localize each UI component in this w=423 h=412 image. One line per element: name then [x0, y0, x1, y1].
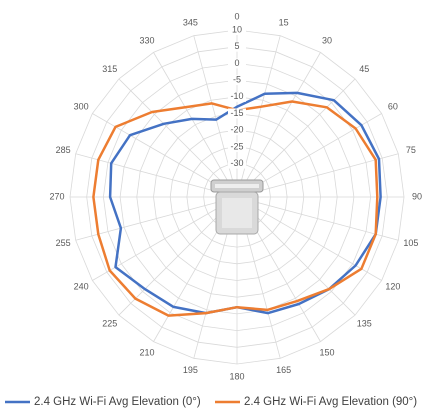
- series-line: [92, 100, 379, 317]
- spoke: [236, 196, 399, 241]
- angle-label: 195: [183, 365, 198, 375]
- angle-label: 60: [388, 101, 398, 111]
- spoke: [75, 153, 238, 198]
- tick-label-bg: [228, 25, 246, 35]
- angle-label: 105: [403, 238, 418, 248]
- angle-label: 180: [229, 371, 244, 381]
- angle-label: 255: [56, 238, 71, 248]
- tick-label-bg: [228, 75, 246, 86]
- y-tick-label: -5: [233, 74, 241, 84]
- y-tick-label: 0: [234, 58, 239, 68]
- y-tick-label: -20: [230, 125, 243, 135]
- spoke: [236, 196, 382, 281]
- angle-label: 315: [102, 64, 117, 74]
- device-image: [210, 179, 264, 235]
- angle-label: 270: [49, 191, 64, 201]
- tick-label-bg: [228, 58, 246, 69]
- spoke: [75, 196, 238, 241]
- angle-label: 225: [102, 319, 117, 329]
- angle-label: 330: [139, 35, 154, 45]
- spoke: [236, 52, 321, 198]
- angle-label: 240: [74, 281, 89, 291]
- y-tick-label: -30: [230, 158, 243, 168]
- spoke: [118, 78, 238, 198]
- grid: [69, 29, 405, 365]
- tick-label-bg: [228, 158, 246, 169]
- angle-label: 345: [183, 18, 198, 28]
- device-face: [222, 198, 252, 228]
- tick-label-bg: [228, 91, 246, 102]
- tick-label-bg: [228, 141, 246, 152]
- y-tick-label: -15: [230, 108, 243, 118]
- angle-label: 15: [279, 18, 289, 28]
- y-tick-label: 10: [232, 24, 242, 34]
- angle-label: 0: [234, 11, 239, 21]
- spoke: [236, 35, 281, 198]
- angle-label: 120: [385, 281, 400, 291]
- angle-label: 210: [139, 347, 154, 357]
- spoke: [236, 78, 356, 198]
- tick-label-bg: [228, 108, 246, 119]
- spoke: [236, 153, 399, 198]
- tick-label-bg: [228, 125, 246, 136]
- angle-label: 30: [322, 35, 332, 45]
- angle-label: 285: [56, 145, 71, 155]
- angle-label: 150: [319, 347, 334, 357]
- y-tick-label: -25: [230, 141, 243, 151]
- angle-label: 75: [406, 145, 416, 155]
- angle-label: 300: [74, 101, 89, 111]
- spoke: [153, 52, 238, 198]
- labels-layer: -30 -25 -20 -15 -10 -5 0 5 10 0 15 30 45 60 75 90 105 120…: [49, 11, 422, 381]
- y-tick-label: -10: [230, 91, 243, 101]
- angle-label: 165: [276, 365, 291, 375]
- y-tick-label: 5: [234, 41, 239, 51]
- angle-label: 45: [359, 64, 369, 74]
- legend-label: 2.4 GHz Wi-Fi Avg Elevation (0°): [34, 396, 201, 408]
- angle-label: 90: [412, 191, 422, 201]
- legend: 2.4 GHz Wi-Fi Avg Elevation (0°) 2.4 GHz …: [5, 396, 417, 408]
- angle-label: 135: [357, 319, 372, 329]
- tick-label-bg: [228, 41, 246, 52]
- series-layer: [92, 91, 382, 317]
- device-fins: [215, 184, 259, 188]
- legend-label: 2.4 GHz Wi-Fi Avg Elevation (90°): [244, 396, 417, 408]
- spoke: [193, 35, 238, 198]
